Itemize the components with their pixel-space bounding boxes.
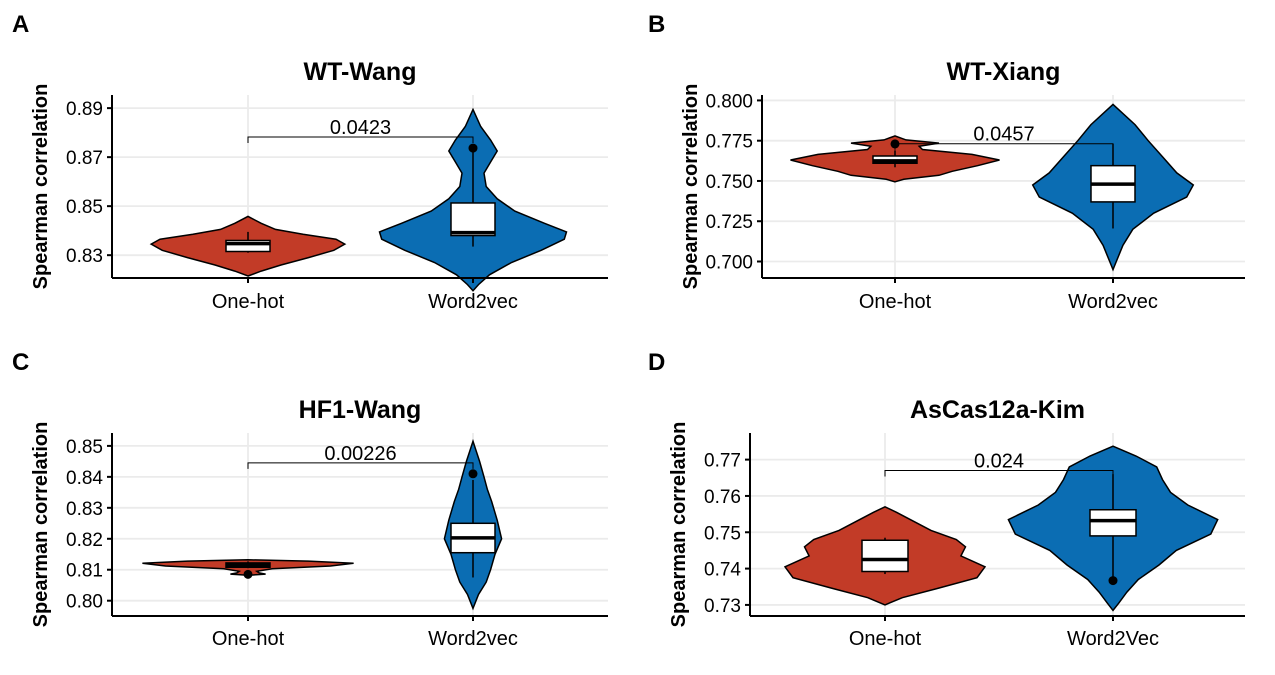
panel-c: C HF1-Wang Spearman correlation 0.00226 0.80… — [12, 349, 608, 650]
chart-title: WT-Xiang — [947, 58, 1061, 86]
comparison-bracket — [884, 470, 1114, 477]
y-tick-label: 0.750 — [705, 172, 753, 193]
outlier-point — [468, 143, 478, 153]
panel-b: B WT-Xiang Spearman correlation 0.0457 0.700… — [648, 11, 1245, 313]
y-tick-label: 0.775 — [705, 132, 753, 153]
panel-d: D AsCas12a-Kim Spearman correlation 0.024 0.… — [648, 349, 1245, 650]
panel-letter: C — [12, 349, 29, 376]
x-tick-label: Word2vec — [428, 628, 518, 650]
comparison-bracket — [247, 462, 474, 469]
panel-a: A WT-Wang Spearman correlation 0.0423 0.83 0.… — [12, 11, 608, 313]
chart-title: AsCas12a-Kim — [910, 396, 1085, 424]
p-value-label: 0.0457 — [973, 124, 1034, 146]
y-tick-label: 0.85 — [66, 197, 103, 218]
comparison-bracket — [247, 136, 474, 144]
x-tick-label: One-hot — [212, 291, 285, 313]
y-axis-label: Spearman correlation — [680, 84, 702, 290]
chart-title: WT-Wang — [304, 58, 417, 86]
outlier-point — [468, 469, 478, 479]
p-value-label: 0.024 — [974, 451, 1024, 473]
x-tick-label: Word2Vec — [1067, 628, 1159, 650]
y-tick-label: 0.700 — [705, 253, 753, 274]
y-tick-label: 0.73 — [704, 596, 741, 617]
x-tick-label: Word2vec — [428, 291, 518, 313]
box-2 — [1089, 508, 1137, 537]
comparison-bracket — [894, 143, 1114, 150]
x-tick-label: One-hot — [859, 291, 932, 313]
x-tick-label: Word2vec — [1068, 291, 1158, 313]
y-tick-label: 0.725 — [705, 212, 753, 233]
panel-letter: A — [12, 11, 29, 38]
panel-letter: B — [648, 11, 665, 38]
y-axis-label: Spearman correlation — [30, 422, 52, 628]
y-tick-label: 0.83 — [66, 499, 103, 520]
y-tick-label: 0.83 — [66, 246, 103, 267]
y-tick-label: 0.84 — [66, 468, 103, 489]
y-tick-label: 0.77 — [704, 451, 741, 472]
x-tick-label: One-hot — [849, 628, 922, 650]
p-value-label: 0.00226 — [324, 443, 396, 465]
outlier-point — [243, 569, 253, 579]
y-tick-label: 0.81 — [66, 561, 103, 582]
y-tick-label: 0.80 — [66, 592, 103, 613]
y-tick-label: 0.75 — [704, 523, 741, 544]
y-tick-label: 0.85 — [66, 437, 103, 458]
outlier-point — [1108, 576, 1118, 586]
box-2 — [450, 202, 496, 237]
chart-title: HF1-Wang — [299, 396, 422, 424]
x-tick-label: One-hot — [212, 628, 285, 650]
y-tick-label: 0.89 — [66, 99, 103, 120]
y-tick-label: 0.76 — [704, 487, 741, 508]
panel-letter: D — [648, 349, 665, 376]
p-value-label: 0.0423 — [330, 117, 391, 139]
y-tick-label: 0.87 — [66, 148, 103, 169]
y-axis-label: Spearman correlation — [30, 84, 52, 290]
y-tick-label: 0.74 — [704, 560, 741, 581]
y-axis-label: Spearman correlation — [668, 422, 690, 628]
y-tick-label: 0.800 — [705, 91, 753, 112]
box-1 — [861, 539, 909, 573]
box-1 — [225, 239, 271, 253]
y-tick-label: 0.82 — [66, 530, 103, 551]
